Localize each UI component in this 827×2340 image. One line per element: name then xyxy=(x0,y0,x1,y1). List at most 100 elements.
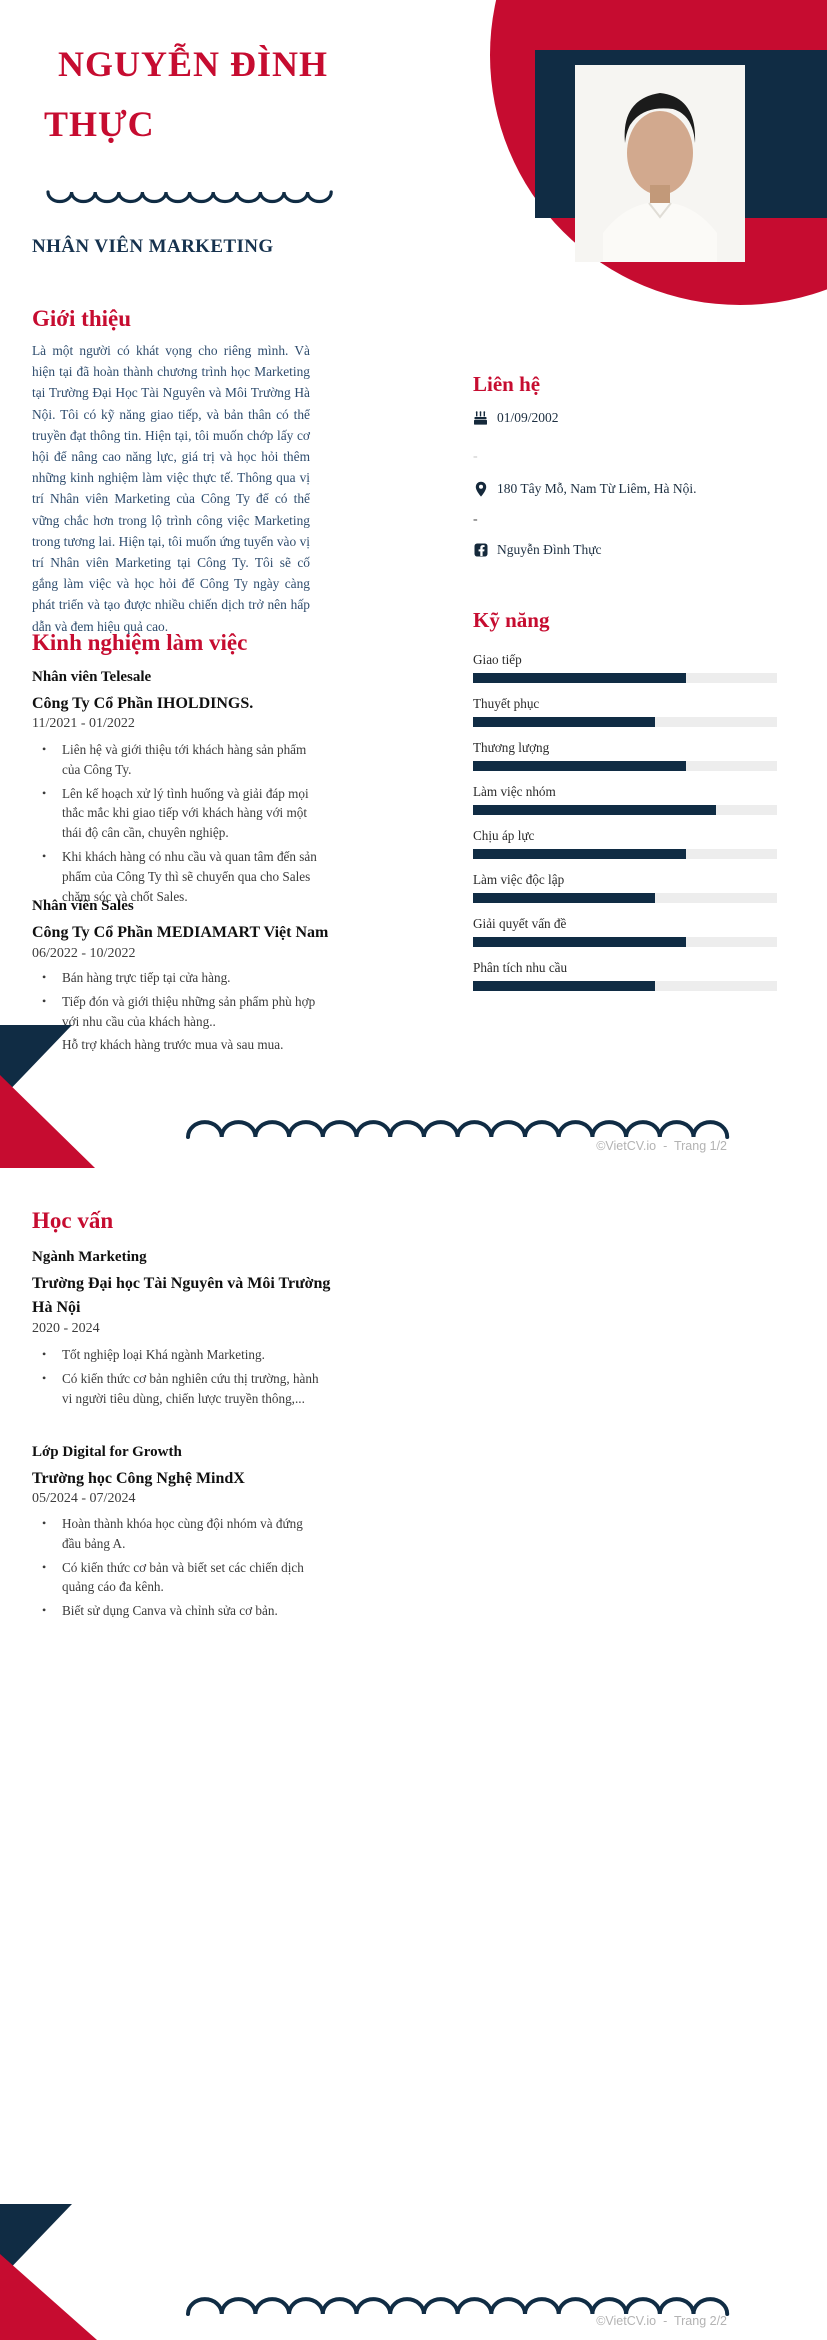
skill-bar-track xyxy=(473,893,777,903)
skill-bar-fill xyxy=(473,849,686,859)
skill-item: Giải quyết vấn đề xyxy=(473,915,777,947)
skill-bar-track xyxy=(473,717,777,727)
skill-label: Giao tiếp xyxy=(473,652,522,667)
skill-bar-track xyxy=(473,937,777,947)
bullet-item: • Tốt nghiệp loại Khá ngành Marketing. xyxy=(32,1345,324,1365)
job2-bullets: • Bán hàng trực tiếp tại cửa hàng. • Tiếp … xyxy=(32,968,324,1059)
edu2-bullets: • Hoàn thành khóa học cùng đội nhóm và đứ… xyxy=(32,1514,324,1625)
skill-bar-track xyxy=(473,849,777,859)
bullet-text: Khi khách hàng có nhu cầu và quan tâm đế… xyxy=(62,848,317,904)
bullet-item: • Khi khách hàng có nhu cầu và quan tâm đ… xyxy=(32,847,324,906)
bullet-marker: • xyxy=(42,1370,47,1385)
edu1-title: Ngành Marketing xyxy=(32,1249,147,1265)
edu2-title: Lớp Digital for Growth xyxy=(32,1444,182,1460)
job1-bullets: • Liên hệ và giới thiệu tới khách hàng sả… xyxy=(32,740,324,910)
job2-period: 06/2022 - 10/2022 xyxy=(32,946,136,961)
candidate-name-line2: THỰC xyxy=(44,104,155,144)
bullet-item: • Tiếp đón và giới thiệu những sản phẩm p… xyxy=(32,992,324,1032)
bullet-text: Có kiến thức cơ bản nghiên cứu thị trườn… xyxy=(62,1370,319,1406)
skill-bar-fill xyxy=(473,761,686,771)
skill-bar-fill xyxy=(473,937,686,947)
page1-footer-wave xyxy=(186,1120,730,1139)
contact-address-row: 180 Tây Mỗ, Nam Từ Liêm, Hà Nội. xyxy=(473,481,783,497)
edu1-school: Trường Đại học Tài Nguyên và Môi Trường … xyxy=(32,1275,331,1316)
skill-item: Làm việc nhóm xyxy=(473,783,777,815)
bullet-item: • Lên kế hoạch xử lý tình huống và giải đ… xyxy=(32,784,324,843)
bullet-text: Có kiến thức cơ bản và biết set các chiế… xyxy=(62,1559,304,1595)
skills-list: Giao tiếp Thuyết phục Thương lượng Làm v… xyxy=(473,651,777,1003)
contact-facebook-row: Nguyễn Đình Thực xyxy=(473,542,783,558)
bullet-text: Biết sử dụng Canva và chỉnh sửa cơ bản. xyxy=(62,1603,278,1619)
candidate-name: NGUYỄN ĐÌNH THỰC xyxy=(44,34,328,154)
job-title: NHÂN VIÊN MARKETING xyxy=(32,236,274,257)
skill-item: Chịu áp lực xyxy=(473,827,777,859)
page2-bottom-red-triangle xyxy=(0,2254,97,2340)
skill-label: Phân tích nhu cầu xyxy=(473,960,568,975)
skill-item: Phân tích nhu cầu xyxy=(473,959,777,991)
candidate-name-line1: NGUYỄN ĐÌNH xyxy=(58,44,329,84)
address-value: 180 Tây Mỗ, Nam Từ Liêm, Hà Nội. xyxy=(497,481,697,496)
bullet-item: • Bán hàng trực tiếp tại cửa hàng. xyxy=(32,968,324,988)
skill-bar-fill xyxy=(473,981,656,991)
bullet-item: • Có kiến thức cơ bản nghiên cứu thị trườ… xyxy=(32,1369,324,1409)
skill-label: Chịu áp lực xyxy=(473,828,535,843)
skill-label: Giải quyết vấn đề xyxy=(473,916,567,931)
edu1-period: 2020 - 2024 xyxy=(32,1321,100,1336)
edu2-school: Trường học Công Nghệ MindX xyxy=(32,1470,245,1487)
job1-period: 11/2021 - 01/2022 xyxy=(32,716,135,731)
bullet-text: Bán hàng trực tiếp tại cửa hàng. xyxy=(62,970,231,985)
birthday-value: 01/09/2002 xyxy=(497,410,559,425)
job2-company: Công Ty Cổ Phần MEDIAMART Việt Nam xyxy=(32,924,329,941)
skill-bar-track xyxy=(473,761,777,771)
edu2-period: 05/2024 - 07/2024 xyxy=(32,1491,136,1506)
bullet-text: Hoàn thành khóa học cùng đội nhóm và đứn… xyxy=(62,1516,303,1551)
skill-item: Giao tiếp xyxy=(473,651,777,683)
skill-bar-fill xyxy=(473,805,717,815)
bullet-marker: • xyxy=(42,785,47,800)
skill-item: Thuyết phục xyxy=(473,695,777,727)
profile-photo xyxy=(575,65,745,262)
section-heading-skills: Kỹ năng xyxy=(473,608,550,632)
skill-bar-track xyxy=(473,981,777,991)
bullet-item: • Liên hệ và giới thiệu tới khách hàng sả… xyxy=(32,740,324,780)
skill-bar-track xyxy=(473,805,777,815)
section-heading-contact: Liên hệ xyxy=(473,372,541,396)
bullet-item: • Có kiến thức cơ bản và biết set các ch… xyxy=(32,1558,324,1598)
bullet-marker: • xyxy=(42,993,47,1008)
profile-photo-image xyxy=(575,65,745,262)
skill-label: Làm việc độc lập xyxy=(473,872,565,887)
job1-company: Công Ty Cổ Phần IHOLDINGS. xyxy=(32,695,254,712)
page2-footer-wave xyxy=(186,2297,730,2316)
job1-title: Nhân viên Telesale xyxy=(32,669,152,685)
facebook-icon xyxy=(473,542,488,558)
skill-item: Làm việc độc lập xyxy=(473,871,777,903)
page2-footer-text: ©VietCV.io - Trang 2/2 xyxy=(596,2314,727,2328)
skill-label: Thuyết phục xyxy=(473,696,540,711)
section-heading-experience: Kinh nghiệm làm việc xyxy=(32,630,248,655)
location-pin-icon xyxy=(473,481,488,497)
section-heading-education: Học vấn xyxy=(32,1208,114,1233)
bullet-text: Hỗ trợ khách hàng trước mua và sau mua. xyxy=(62,1037,284,1053)
job2-title: Nhân viên Sales xyxy=(32,898,134,914)
skill-label: Thương lượng xyxy=(473,740,550,755)
contact-birthday-row: 01/09/2002 xyxy=(473,410,783,426)
bullet-item: • Hoàn thành khóa học cùng đội nhóm và đứ… xyxy=(32,1514,324,1554)
bullet-marker: • xyxy=(42,970,47,984)
section-heading-intro: Giới thiệu xyxy=(32,306,131,331)
skill-bar-fill xyxy=(473,893,656,903)
intro-text: Là một người có khát vọng cho riêng mình… xyxy=(32,343,310,634)
bullet-marker: • xyxy=(42,1603,47,1618)
contact-empty-field-2: - xyxy=(473,512,478,527)
bullet-marker: • xyxy=(42,1347,47,1361)
skill-bar-track xyxy=(473,673,777,683)
bullet-marker: • xyxy=(42,742,47,756)
skill-bar-fill xyxy=(473,717,656,727)
bullet-item: • Biết sử dụng Canva và chỉnh sửa cơ bản. xyxy=(32,1601,324,1621)
bullet-marker: • xyxy=(42,848,47,863)
page2-red-corner-triangle xyxy=(0,1075,95,1168)
bullet-text: Tốt nghiệp loại Khá ngành Marketing. xyxy=(62,1347,265,1362)
skill-bar-fill xyxy=(473,673,686,683)
bullet-text: Lên kế hoạch xử lý tình huống và giải đá… xyxy=(62,785,309,841)
bullet-marker: • xyxy=(42,1516,47,1530)
